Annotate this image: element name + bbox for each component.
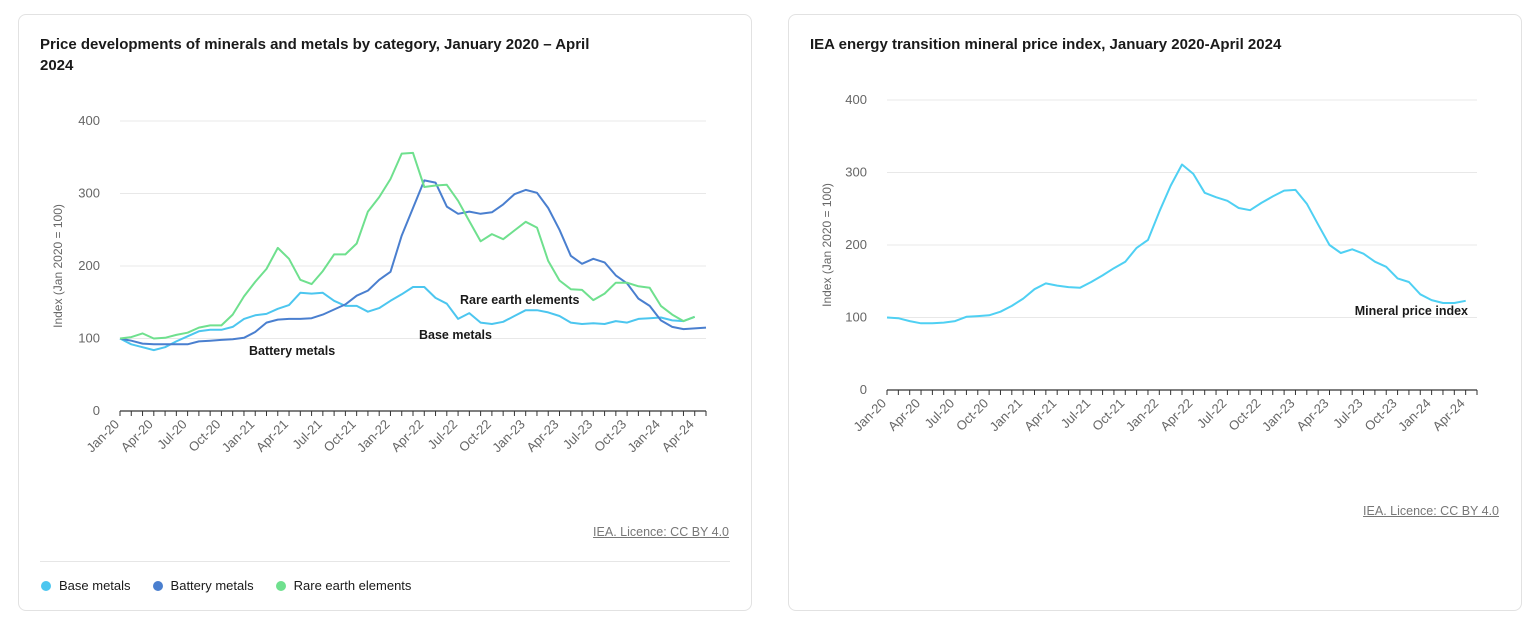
- chart-title: IEA energy transition mineral price inde…: [810, 36, 1282, 53]
- legend-swatch-base-metals: [41, 580, 51, 591]
- y-tick-label: 0: [93, 403, 100, 418]
- x-tick-label: Oct-22: [456, 417, 494, 455]
- x-tick-label: Jan-22: [354, 417, 393, 456]
- x-tick-label: Jan-23: [489, 417, 528, 456]
- license-link[interactable]: IEA. Licence: CC BY 4.0: [1363, 504, 1499, 518]
- series-line-base-metals: [119, 286, 696, 352]
- y-tick-label: 300: [78, 186, 100, 201]
- x-tick-label: Oct-20: [953, 396, 991, 434]
- chart-legend: Base metals Battery metals Rare earth el…: [41, 578, 411, 593]
- x-tick-label: Jul-23: [560, 417, 596, 453]
- x-tick-label: Oct-21: [321, 417, 359, 455]
- x-tick-label: Jan-21: [219, 417, 258, 456]
- series-annotation: Base metals: [419, 328, 492, 342]
- y-tick-label: 400: [78, 113, 100, 128]
- y-tick-label: 200: [845, 237, 867, 252]
- series-line-mineral-price-index: [886, 163, 1466, 325]
- x-tick-label: Apr-21: [253, 417, 291, 455]
- x-tick-label: Jan-20: [83, 417, 122, 456]
- y-tick-label: 300: [845, 165, 867, 180]
- x-tick-label: Jan-20: [850, 396, 889, 435]
- x-tick-label: Apr-23: [1293, 396, 1331, 434]
- x-tick-label: Jul-21: [289, 417, 325, 453]
- x-tick-label: Jan-22: [1123, 396, 1162, 435]
- x-tick-label: Oct-23: [1362, 396, 1400, 434]
- category-line-chart: 0 100 200 300 400 Index (Jan 2020 = 100) Jan-2…: [51, 113, 707, 456]
- legend-label: Base metals: [59, 578, 131, 593]
- x-tick-label: Jul-20: [154, 417, 190, 453]
- series-annotation: Battery metals: [249, 344, 335, 358]
- x-tick-label: Jan-24: [1395, 396, 1434, 435]
- y-tick-label: 100: [845, 310, 867, 325]
- y-tick-label: 100: [78, 331, 100, 346]
- chart-title: Price developments of minerals and metal…: [40, 36, 590, 74]
- legend-item-battery-metals[interactable]: Battery metals: [152, 578, 254, 593]
- x-tick-label: Apr-24: [1430, 396, 1468, 434]
- y-axis-title: Index (Jan 2020 = 100): [820, 183, 834, 307]
- x-tick-label: Jul-22: [1194, 396, 1230, 432]
- x-tick-label: Oct-22: [1225, 396, 1263, 434]
- x-tick-label: Jan-23: [1259, 396, 1298, 435]
- legend-item-base-metals[interactable]: Base metals: [41, 578, 131, 593]
- x-tick-label: Oct-23: [591, 417, 629, 455]
- legend-swatch-rare-earth-elements: [275, 580, 286, 591]
- price-index-line-chart: 0 100 200 300 400 Index (Jan 2020 = 100) Jan-2…: [820, 92, 1478, 435]
- chart-card-price-index: IEA energy transition mineral price inde…: [788, 14, 1522, 611]
- legend-swatch-battery-metals: [152, 580, 163, 591]
- license-link[interactable]: IEA. Licence: CC BY 4.0: [593, 525, 729, 539]
- x-tick-label: Apr-20: [885, 396, 923, 434]
- x-tick-label: Apr-24: [659, 417, 697, 455]
- y-tick-label: 400: [845, 92, 867, 107]
- x-tick-label: Apr-22: [388, 417, 426, 455]
- series-line-rare-earth-elements: [119, 151, 696, 340]
- legend-item-rare-earth-elements[interactable]: Rare earth elements: [275, 578, 412, 593]
- x-tick-label: Apr-22: [1157, 396, 1195, 434]
- x-tick-label: Apr-20: [118, 417, 156, 455]
- series-annotation: Rare earth elements: [460, 293, 580, 307]
- x-tick-label: Jul-21: [1058, 396, 1094, 432]
- y-axis-title: Index (Jan 2020 = 100): [51, 204, 65, 328]
- x-tick-label: Jan-21: [987, 396, 1026, 435]
- x-tick-label: Apr-23: [523, 417, 561, 455]
- x-tick-label: Oct-20: [185, 417, 223, 455]
- x-tick-label: Apr-21: [1021, 396, 1059, 434]
- x-tick-label: Oct-21: [1089, 396, 1127, 434]
- y-tick-label: 0: [860, 382, 867, 397]
- chart-card-category: Price developments of minerals and metal…: [18, 14, 752, 611]
- series-line-battery-metals: [119, 179, 707, 346]
- x-tick-label: Jan-24: [624, 417, 663, 456]
- y-tick-label: 200: [78, 258, 100, 273]
- series-annotation: Mineral price index: [1355, 304, 1468, 318]
- x-tick-label: Jul-23: [1330, 396, 1366, 432]
- legend-label: Battery metals: [170, 578, 254, 593]
- legend-divider: [40, 561, 730, 562]
- x-tick-label: Jul-20: [922, 396, 958, 432]
- legend-label: Rare earth elements: [293, 578, 412, 593]
- x-tick-label: Jul-22: [425, 417, 461, 453]
